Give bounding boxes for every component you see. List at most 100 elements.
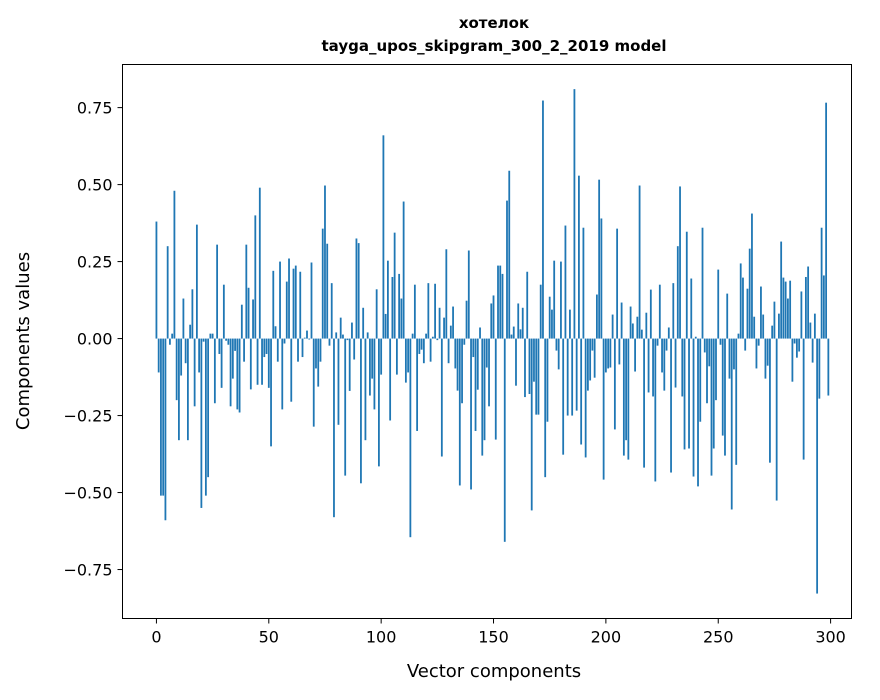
bar-component-107 — [395, 338, 398, 375]
bar-component-74 — [321, 228, 324, 339]
bar-component-26 — [213, 338, 216, 404]
bar-component-187 — [575, 338, 578, 411]
bar-component-22 — [204, 338, 207, 496]
bar-component-172 — [542, 100, 544, 339]
bar-component-89 — [355, 238, 358, 339]
bar-component-148 — [488, 338, 490, 407]
bar-component-188 — [578, 175, 580, 339]
bar-component-277 — [778, 313, 780, 339]
bar-component-111 — [404, 338, 407, 383]
bar-component-126 — [438, 307, 441, 339]
x-tick-label: 50 — [259, 628, 279, 647]
bar-component-184 — [569, 309, 571, 339]
bar-component-175 — [548, 296, 551, 339]
bar-component-233 — [679, 186, 681, 339]
bar-component-73 — [319, 338, 322, 362]
bar-component-88 — [353, 338, 356, 360]
bar-component-33 — [229, 338, 232, 407]
bar-component-217 — [643, 338, 645, 468]
bar-component-65 — [301, 338, 304, 358]
bar-component-7 — [171, 333, 174, 339]
bar-component-110 — [402, 201, 405, 339]
axes-frame — [122, 64, 852, 619]
bar-component-75 — [324, 185, 326, 339]
bar-component-242 — [699, 338, 702, 422]
bar-component-28 — [218, 338, 221, 354]
bar-component-279 — [782, 277, 785, 339]
bar-component-240 — [694, 336, 697, 339]
bar-component-275 — [773, 301, 776, 339]
bar-component-155 — [503, 338, 506, 542]
bar-component-164 — [524, 338, 526, 398]
bar-component-191 — [584, 338, 587, 458]
bar-component-254 — [726, 293, 729, 339]
bar-component-62 — [294, 265, 297, 339]
y-tick-label: −0.25 — [63, 407, 112, 426]
bar-component-139 — [467, 250, 470, 339]
bar-component-132 — [452, 306, 454, 339]
bar-component-118 — [420, 338, 423, 350]
bar-component-84 — [344, 338, 347, 476]
bar-component-133 — [454, 338, 457, 369]
bar-component-138 — [465, 300, 468, 339]
bar-component-124 — [434, 283, 436, 339]
bar-component-8 — [173, 190, 176, 339]
bar-component-243 — [701, 227, 704, 339]
bar-component-35 — [234, 338, 236, 351]
bar-component-77 — [328, 338, 331, 346]
bar-component-278 — [780, 241, 783, 339]
bar-component-100 — [380, 338, 383, 375]
bar-component-294 — [816, 338, 819, 594]
bar-component-31 — [225, 338, 227, 341]
bar-component-158 — [510, 334, 513, 339]
bar-component-120 — [425, 333, 427, 339]
bar-component-1 — [157, 338, 160, 373]
bar-component-55 — [279, 261, 281, 339]
bar-component-193 — [589, 338, 592, 381]
bar-component-51 — [270, 338, 272, 447]
bar-component-144 — [479, 327, 481, 339]
bar-component-42 — [249, 338, 252, 390]
bar-component-192 — [587, 338, 589, 391]
bar-component-180 — [560, 261, 562, 339]
bar-component-98 — [375, 289, 378, 339]
bar-component-16 — [191, 289, 194, 339]
bar-component-165 — [526, 271, 529, 339]
y-tick-label: 0.75 — [77, 99, 113, 118]
bar-component-258 — [735, 338, 738, 465]
bar-component-189 — [580, 338, 583, 445]
bar-component-259 — [737, 333, 740, 339]
bar-component-273 — [769, 338, 771, 463]
bar-component-186 — [573, 89, 576, 339]
bar-component-123 — [431, 336, 434, 339]
bar-component-142 — [474, 338, 477, 431]
bar-component-293 — [813, 313, 816, 339]
bar-component-284 — [793, 338, 796, 344]
bar-component-207 — [620, 302, 623, 339]
bar-component-146 — [483, 338, 486, 441]
bar-component-92 — [362, 307, 365, 339]
bar-component-292 — [811, 338, 814, 363]
bar-component-96 — [371, 338, 374, 379]
bar-component-262 — [744, 338, 747, 351]
chart-title: хотелок — [459, 14, 529, 32]
bar-component-9 — [175, 338, 178, 401]
bar-component-197 — [598, 179, 601, 339]
bar-component-257 — [733, 338, 735, 370]
bar-component-206 — [618, 338, 621, 365]
bar-component-130 — [447, 338, 450, 364]
bar-component-72 — [317, 338, 320, 387]
bar-component-129 — [445, 249, 448, 339]
bar-component-18 — [195, 224, 198, 339]
y-tick-label: −0.50 — [63, 484, 112, 503]
bar-component-50 — [267, 338, 270, 388]
bar-component-97 — [373, 338, 376, 410]
bar-component-119 — [422, 338, 425, 364]
bar-component-231 — [674, 338, 677, 388]
bar-component-115 — [413, 284, 416, 339]
bar-component-128 — [443, 317, 445, 339]
bar-component-153 — [499, 265, 502, 339]
bar-component-76 — [326, 243, 329, 339]
chart-subtitle: tayga_upos_skipgram_300_2_2019 model — [322, 37, 667, 55]
